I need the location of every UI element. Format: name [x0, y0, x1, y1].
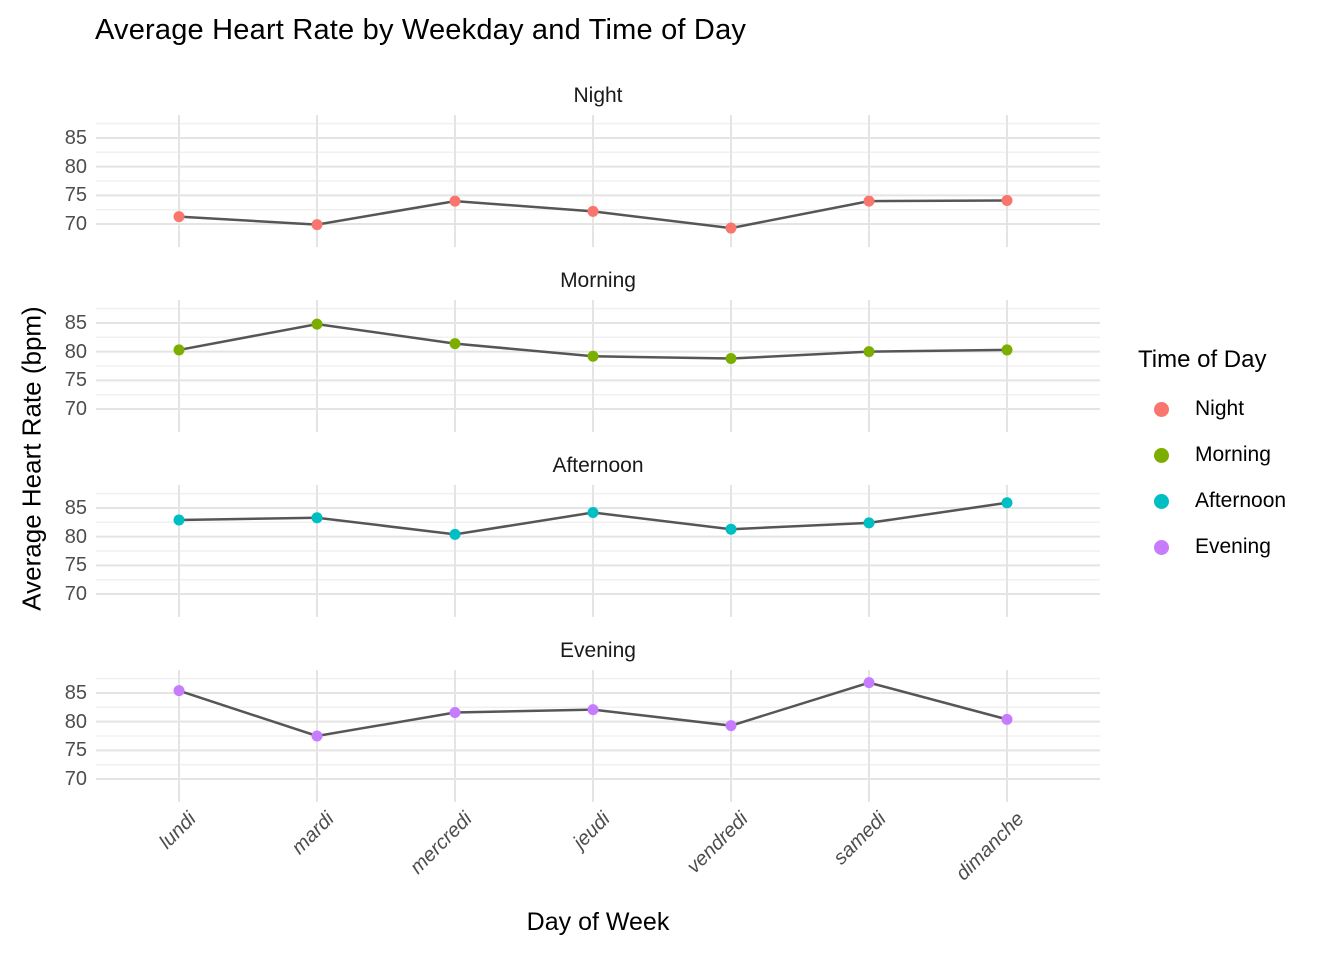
data-point	[449, 195, 461, 207]
facet-strip-evening: Evening	[560, 639, 636, 662]
data-point	[725, 720, 737, 732]
data-point	[1001, 713, 1013, 725]
data-point	[311, 730, 323, 742]
facet-panel-morning: 85 80 75 70	[65, 300, 1100, 432]
facet-strip-night: Night	[573, 84, 623, 107]
data-point	[863, 677, 875, 689]
y-axis-tick-label: 85	[64, 126, 87, 149]
facet-afternoon: Afternoon 85 80 75 70	[65, 453, 1100, 617]
facet-plot-afternoon	[96, 485, 1100, 617]
data-point	[1001, 195, 1013, 207]
legend-label-morning: Morning	[1195, 443, 1271, 466]
legend-dot-afternoon	[1154, 493, 1169, 509]
legend-item-night: Night	[1138, 386, 1286, 432]
y-axis-tick-label: 80	[64, 710, 87, 733]
y-axis-tick-label: 70	[64, 213, 87, 236]
facet-plot-evening	[96, 670, 1100, 802]
data-point	[863, 195, 875, 207]
y-axis-title: Average Heart Rate (bpm)	[16, 306, 47, 611]
y-axis-tick-label: 70	[64, 768, 87, 791]
data-point	[173, 211, 185, 223]
data-point	[587, 507, 599, 519]
legend-label-afternoon: Afternoon	[1195, 489, 1287, 512]
y-axis-tick-label: 85	[64, 311, 87, 334]
legend-dot-night	[1154, 401, 1169, 417]
chart-title: Average Heart Rate by Weekday and Time o…	[95, 14, 747, 46]
data-point	[173, 514, 185, 526]
data-point	[725, 523, 737, 535]
y-axis-tick-label: 75	[64, 369, 87, 392]
data-point	[449, 338, 461, 350]
y-axis-tick-label: 80	[64, 155, 87, 178]
data-point	[587, 350, 599, 362]
facet-plot-night	[96, 115, 1100, 247]
facet-evening: Evening 85 80 75 70	[65, 638, 1100, 802]
facet-panel-afternoon: 85 80 75 70	[65, 485, 1100, 617]
facet-panel-night: 85 80 75 70	[65, 115, 1100, 247]
data-point	[1001, 344, 1013, 356]
facet-strip-morning: Morning	[560, 269, 636, 292]
y-axis-tick-label: 85	[64, 681, 87, 704]
y-axis-tick-label: 80	[64, 340, 87, 363]
data-point	[311, 219, 323, 231]
data-point	[449, 528, 461, 540]
data-point	[173, 685, 185, 697]
facet-strip-afternoon: Afternoon	[552, 454, 644, 477]
data-point	[725, 353, 737, 365]
facet-morning: Morning 85 80 75 70	[65, 268, 1100, 432]
y-axis-tick-label: 70	[64, 398, 87, 421]
facet-panel-evening: 85 80 75 70	[65, 670, 1100, 802]
data-point	[725, 222, 737, 234]
legend: Time of Day Night Morning Afternoon Even…	[1138, 346, 1286, 570]
facet-night: Night 85 80 75 70	[65, 83, 1100, 247]
data-point	[311, 318, 323, 330]
y-axis-tick-label: 75	[64, 554, 87, 577]
legend-title: Time of Day	[1138, 346, 1267, 373]
legend-label-evening: Evening	[1195, 535, 1271, 558]
legend-dot-morning	[1154, 447, 1169, 463]
facet-plot-morning	[96, 300, 1100, 432]
data-point	[587, 704, 599, 716]
y-axis-tick-label: 75	[64, 739, 87, 762]
legend-dot-evening	[1154, 539, 1169, 555]
y-axis-tick-label: 75	[64, 184, 87, 207]
data-point	[587, 205, 599, 217]
data-point	[863, 346, 875, 358]
legend-item-afternoon: Afternoon	[1138, 478, 1286, 524]
y-axis-tick-label: 70	[64, 583, 87, 606]
data-point	[1001, 497, 1013, 509]
data-point	[173, 344, 185, 356]
y-axis-tick-label: 80	[64, 525, 87, 548]
legend-label-night: Night	[1195, 397, 1245, 420]
y-axis-tick-label: 85	[64, 496, 87, 519]
data-point	[311, 512, 323, 524]
legend-item-evening: Evening	[1138, 524, 1286, 570]
legend-item-morning: Morning	[1138, 432, 1286, 478]
x-axis-title: Day of Week	[526, 908, 670, 936]
data-point	[863, 517, 875, 529]
data-point	[449, 706, 461, 718]
